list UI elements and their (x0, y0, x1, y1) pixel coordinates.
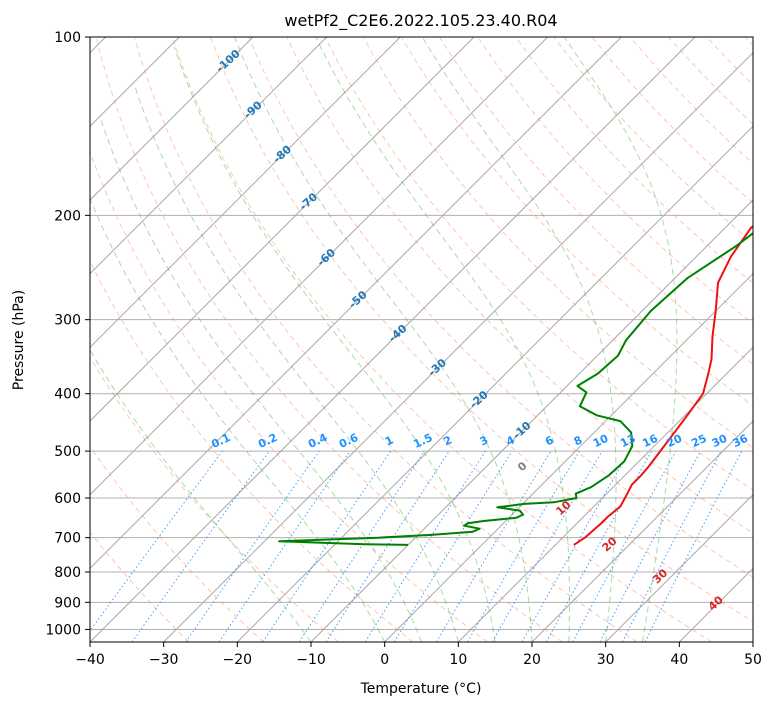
mixing-ratio-line (521, 450, 630, 642)
chart-title: wetPf2_C2E6.2022.105.23.40.R04 (284, 11, 557, 31)
mixing-ratio-line (218, 450, 351, 642)
dry-adiabat (90, 356, 339, 642)
y-tick-label: 200 (54, 208, 81, 224)
reference-lines (90, 37, 753, 642)
mixing-ratio-label: 36 (731, 432, 751, 450)
mixing-ratio-line (298, 450, 425, 642)
moist-adiabat (173, 46, 496, 642)
plot-frame (89, 36, 754, 643)
y-tick-label: 300 (54, 313, 81, 329)
mixing-ratio-label: 30 (710, 432, 730, 450)
moist-adiabat (90, 349, 312, 642)
isotherm-gridline (90, 37, 328, 275)
isotherm-gridline (310, 199, 753, 642)
y-tick-label: 500 (54, 444, 81, 460)
dry-adiabat (286, 37, 753, 534)
dry-adiabat (133, 37, 638, 642)
y-tick-label: 700 (54, 531, 81, 547)
y-tick-label: 100 (54, 30, 81, 46)
mixing-ratio-line (644, 450, 743, 642)
moist-adiabat (315, 37, 570, 642)
x-tick-label: 0 (380, 652, 389, 668)
x-tick-label: 40 (670, 652, 688, 668)
x-tick-label: −10 (296, 652, 326, 668)
mixing-ratio-label: 16 (640, 432, 660, 450)
dry-adiabat (90, 150, 488, 642)
dry-adiabat (515, 37, 753, 284)
x-tick-label: 10 (449, 652, 467, 668)
x-axis-label: Temperature (°C) (360, 681, 482, 697)
moist-adiabat (563, 37, 678, 642)
y-tick-label: 1000 (45, 622, 81, 638)
isotherm-gridline (384, 272, 753, 642)
moist-adiabat (133, 83, 459, 642)
dry-adiabat (210, 37, 753, 623)
moist-adiabat (100, 119, 422, 642)
mixing-ratio-line (131, 450, 270, 642)
y-tick-label: 600 (54, 491, 81, 507)
moist-adiabat (90, 197, 386, 642)
isotherm-gridline (163, 51, 753, 642)
mixing-ratio-line (90, 450, 223, 632)
dry-adiabat (90, 531, 190, 642)
isotherm-gridline (90, 37, 549, 496)
dewpoint-profile (278, 231, 753, 546)
isotherm-gridline (90, 37, 696, 642)
x-tick-label: 50 (744, 652, 762, 668)
dry-adiabat (90, 259, 414, 642)
dry-adiabat (90, 445, 264, 642)
dry-adiabat (438, 37, 753, 366)
y-tick-label: 400 (54, 387, 81, 403)
x-tick-label: 30 (597, 652, 615, 668)
isotherm-gridline (90, 37, 401, 349)
y-tick-label: 900 (54, 595, 81, 611)
isotherm-gridline (457, 346, 753, 642)
mixing-ratio-line (572, 450, 677, 642)
isotherm-gridline (605, 493, 753, 642)
data-series (278, 225, 753, 546)
mixing-ratio-label: 10 (591, 432, 611, 450)
y-tick-label: 800 (54, 565, 81, 581)
mixing-ratio-label: 20 (665, 432, 685, 450)
moist-adiabat (234, 37, 533, 642)
axis-ticks: −40 −30 −20 −10 0 10 20 30 40 50 100 200 300 400 500 60… (45, 30, 762, 668)
mixing-ratio-line (393, 450, 513, 642)
mixing-ratio-line (325, 450, 450, 642)
isotherm-gridline (236, 125, 753, 642)
isotherm-gridline (531, 420, 753, 642)
mixing-ratio-line (262, 450, 392, 642)
dry-adiabat (400, 37, 753, 407)
mixing-ratio-label: 25 (689, 432, 708, 450)
x-tick-label: 20 (523, 652, 541, 668)
moist-adiabat (421, 37, 617, 642)
isotherm-gridline (90, 37, 475, 422)
isotherm-gridline (90, 37, 622, 570)
mixing-ratio-line (185, 450, 320, 642)
temperature-profile (573, 225, 753, 546)
isotherm-gridline (90, 37, 254, 201)
x-tick-label: −20 (223, 652, 253, 668)
dry-adiabat (171, 37, 712, 642)
x-tick-label: −30 (149, 652, 179, 668)
x-tick-label: −40 (75, 652, 105, 668)
mixing-ratio-label: 13 (618, 432, 637, 450)
dry-adiabat (95, 37, 563, 642)
y-axis-label: Pressure (hPa) (11, 290, 27, 390)
dry-adiabat (248, 37, 753, 578)
